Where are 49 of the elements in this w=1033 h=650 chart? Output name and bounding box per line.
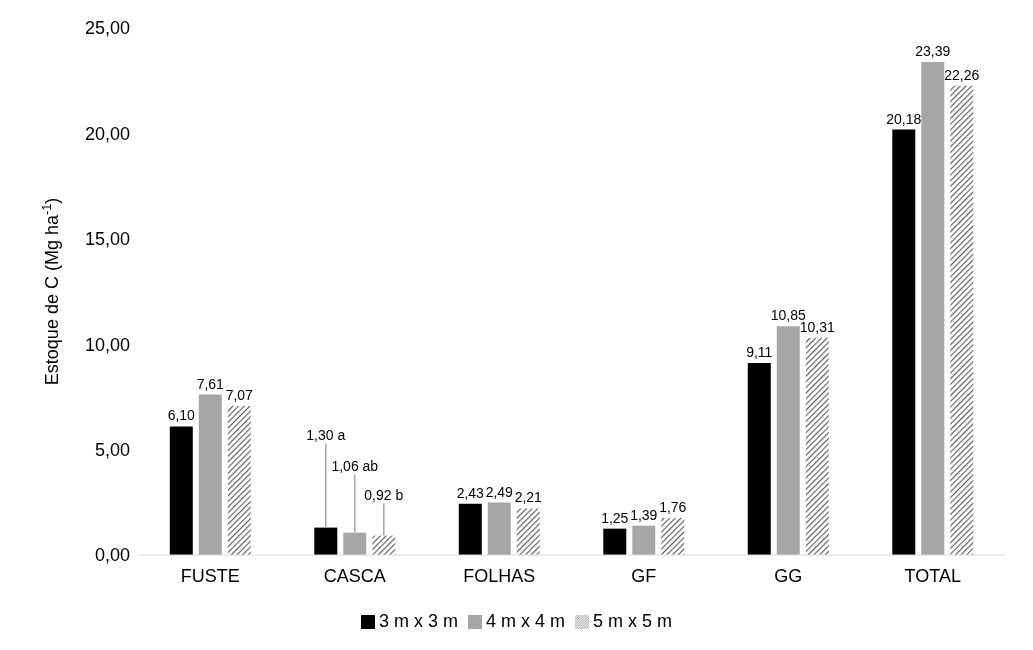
bar: [458, 503, 482, 555]
bar: [227, 405, 251, 555]
bar: [950, 85, 974, 555]
bar: [372, 535, 396, 555]
data-label: 23,39: [915, 42, 951, 59]
data-label: 2,43: [456, 484, 485, 501]
y-tick-label: 15,00: [84, 229, 130, 250]
data-label: 1,30 a: [306, 426, 346, 443]
x-tick-label: FOLHAS: [463, 565, 536, 586]
data-label: 9,11: [746, 343, 773, 360]
legend-label: 3 m x 3 m: [378, 611, 458, 631]
y-tick-label: 5,00: [94, 439, 130, 460]
data-label: 1,25: [601, 509, 629, 526]
x-tick-label: FUSTE: [180, 565, 240, 586]
bar: [921, 61, 945, 555]
x-tick-label: CASCA: [323, 565, 386, 586]
data-label: 1,76: [659, 498, 687, 515]
data-label: 2,49: [485, 483, 514, 500]
bar: [343, 532, 367, 555]
data-label: 7,07: [225, 386, 254, 403]
data-label: 20,18: [886, 110, 922, 127]
x-tick-label: GG: [774, 565, 803, 586]
bar: [661, 517, 685, 555]
bar: [198, 394, 222, 555]
data-label: 7,61: [196, 375, 225, 392]
x-tick-label: TOTAL: [904, 565, 961, 586]
bar: [632, 525, 656, 555]
data-label: 1,06 ab: [331, 457, 379, 474]
y-tick-label: 25,00: [84, 18, 130, 39]
legend-label: 5 m x 5 m: [593, 611, 673, 631]
data-label: 1,39: [630, 506, 658, 523]
data-label: 22,26: [944, 66, 980, 83]
bar: [805, 337, 829, 555]
bar: [892, 129, 916, 555]
bar: [516, 508, 540, 555]
bar: [487, 502, 511, 555]
bar: [169, 426, 193, 555]
bar: [747, 362, 771, 555]
bar: [776, 326, 800, 555]
data-label: 2,21: [514, 489, 543, 506]
data-label: 0,92 b: [364, 486, 404, 503]
bar: [314, 527, 338, 555]
data-label: 6,10: [167, 407, 196, 424]
x-tick-label: GF: [631, 565, 657, 586]
bar: [603, 528, 627, 555]
y-tick-label: 10,00: [84, 334, 130, 355]
legend-label: 4 m x 4 m: [485, 611, 565, 631]
y-tick-label: 20,00: [84, 123, 130, 144]
y-tick-label: 0,00: [94, 545, 130, 566]
